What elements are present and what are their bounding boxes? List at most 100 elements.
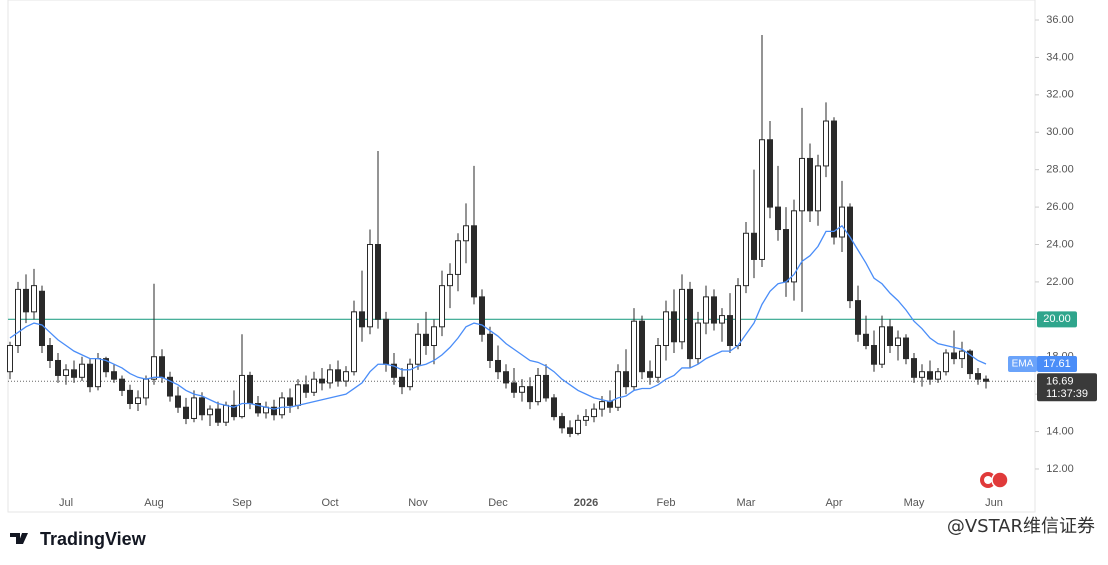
candle-body bbox=[287, 397, 293, 406]
candle-body bbox=[551, 397, 557, 418]
candle-body bbox=[879, 326, 885, 365]
brand-logo: TradingView bbox=[10, 529, 147, 549]
y-tick-label: 24.00 bbox=[1046, 238, 1074, 250]
candle-body bbox=[487, 333, 493, 361]
candle-body bbox=[207, 408, 213, 416]
candle-body bbox=[39, 290, 45, 347]
candle-body bbox=[367, 243, 373, 328]
x-tick-label: May bbox=[904, 497, 925, 509]
ema-line bbox=[9, 224, 987, 410]
candle-body bbox=[583, 416, 589, 421]
candle-body bbox=[759, 139, 765, 260]
candle-body bbox=[799, 157, 805, 212]
candle-body bbox=[887, 326, 893, 347]
candle-body bbox=[103, 358, 109, 373]
candle-body bbox=[183, 406, 189, 419]
watermark: @VSTAR维信证券 bbox=[947, 516, 1095, 537]
candle-body bbox=[351, 311, 357, 373]
candle-body bbox=[631, 320, 637, 388]
candle-body bbox=[239, 374, 245, 418]
candle-body bbox=[727, 315, 733, 347]
candle-body bbox=[847, 206, 853, 302]
plot-frame bbox=[7, 0, 1036, 513]
candle-body bbox=[415, 333, 421, 365]
candle-body bbox=[47, 345, 53, 361]
candle-body bbox=[815, 165, 821, 212]
candle-body bbox=[895, 337, 901, 347]
candle-body bbox=[135, 397, 141, 405]
flag-icons bbox=[980, 471, 1009, 489]
candle-body bbox=[159, 356, 165, 378]
candle-body bbox=[943, 352, 949, 373]
candle-body bbox=[255, 403, 261, 414]
candle-body bbox=[87, 363, 93, 388]
x-tick-label: Dec bbox=[488, 497, 508, 509]
candle-body bbox=[831, 120, 837, 238]
candle-body bbox=[903, 337, 909, 360]
candle-body bbox=[471, 225, 477, 298]
candle-body bbox=[31, 285, 37, 313]
candle-body bbox=[567, 427, 573, 434]
candle-body bbox=[423, 333, 429, 347]
candle-body bbox=[807, 157, 813, 212]
candle-body bbox=[215, 408, 221, 423]
candle-body bbox=[519, 386, 525, 393]
candle-body bbox=[151, 356, 157, 380]
candle-body bbox=[783, 229, 789, 283]
candle-body bbox=[951, 352, 957, 360]
x-tick-label: Jul bbox=[59, 497, 73, 509]
candle-body bbox=[911, 358, 917, 378]
candle-body bbox=[703, 296, 709, 324]
candle-body bbox=[791, 210, 797, 283]
candle-body bbox=[671, 311, 677, 343]
candle-body bbox=[111, 371, 117, 380]
candle-body bbox=[375, 243, 381, 320]
candle-body bbox=[623, 371, 629, 388]
candle-body bbox=[431, 326, 437, 347]
candle-body bbox=[55, 359, 61, 376]
candle-body bbox=[271, 406, 277, 416]
candle-body bbox=[479, 296, 485, 335]
candle-body bbox=[335, 369, 341, 382]
candle-body bbox=[543, 374, 549, 399]
candle-body bbox=[679, 288, 685, 343]
x-tick-label: Apr bbox=[825, 497, 842, 509]
candle-body bbox=[327, 369, 333, 384]
candle-body bbox=[71, 369, 77, 378]
tv-icon bbox=[10, 533, 28, 544]
candle-body bbox=[639, 320, 645, 373]
plot: 12.0014.0016.0018.0020.0022.0024.0026.00… bbox=[7, 14, 1097, 509]
candle-body bbox=[775, 206, 781, 231]
candle-body bbox=[23, 288, 29, 313]
ema-value: 17.61 bbox=[1043, 358, 1071, 370]
candle-body bbox=[559, 416, 565, 429]
candle-body bbox=[591, 408, 597, 418]
candle-body bbox=[599, 401, 605, 410]
x-tick-label: Nov bbox=[408, 497, 428, 509]
candle-body bbox=[383, 318, 389, 365]
candle-body bbox=[463, 225, 469, 242]
candle-body bbox=[495, 359, 501, 373]
candle-body bbox=[303, 384, 309, 393]
y-tick-label: 28.00 bbox=[1046, 164, 1074, 176]
flag-icon bbox=[984, 476, 992, 484]
candle-body bbox=[871, 345, 877, 365]
x-tick-label: Feb bbox=[657, 497, 676, 509]
candle-body bbox=[927, 371, 933, 380]
candle-body bbox=[863, 333, 869, 347]
candle-body bbox=[615, 371, 621, 408]
level-label-box bbox=[1037, 311, 1077, 328]
candle-body bbox=[695, 322, 701, 360]
candle-body bbox=[647, 371, 653, 378]
candle-body bbox=[711, 296, 717, 324]
candle-body bbox=[735, 285, 741, 347]
candle-body bbox=[503, 371, 509, 384]
flag-icon bbox=[991, 471, 1009, 489]
candle-body bbox=[407, 363, 413, 388]
candle-body bbox=[119, 378, 125, 391]
candle-body bbox=[607, 401, 613, 408]
candle-body bbox=[295, 384, 301, 406]
candle-body bbox=[319, 378, 325, 384]
